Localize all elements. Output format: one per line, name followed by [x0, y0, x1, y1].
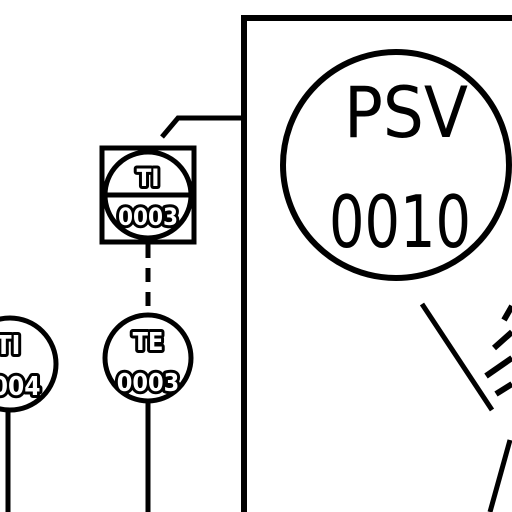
psv-leader-line [419, 302, 495, 412]
hatch-mark-3 [484, 355, 512, 379]
hatch-mark-2 [492, 329, 512, 351]
hatch-mark-1 [501, 304, 512, 322]
psv-0010-number-label: 0010 [329, 180, 471, 264]
process-vessel [241, 15, 512, 512]
instrument-te-0003[interactable]: TE 0003 [102, 312, 194, 404]
psv-0010-bubble [280, 49, 512, 281]
ti-0004-bubble [0, 315, 59, 413]
instrument-ti-0003[interactable]: TI 0003 [99, 145, 197, 245]
te-0003-function-label: TE [133, 327, 164, 356]
ti-0003-leader-line [160, 115, 244, 139]
hatch-mark-4 [494, 381, 512, 397]
ti-0004-function-label: TI [0, 331, 20, 361]
instrument-psv-0010[interactable]: PSV 0010 [280, 49, 512, 281]
ti-0004-number-label: 0004 [0, 372, 41, 402]
instrument-ti-0004[interactable]: TI 0004 [0, 315, 59, 413]
connection-lines [5, 115, 512, 512]
te-0003-bubble [102, 312, 194, 404]
te-0003-number-label: 0003 [117, 368, 180, 397]
ti-0003-function-label: TI [137, 164, 160, 192]
psv-body-diagonal-line [487, 439, 512, 512]
psv-hatch-marks [484, 304, 512, 397]
ti-0003-number-label: 0003 [118, 203, 178, 231]
psv-0010-function-label: PSV [344, 72, 468, 154]
